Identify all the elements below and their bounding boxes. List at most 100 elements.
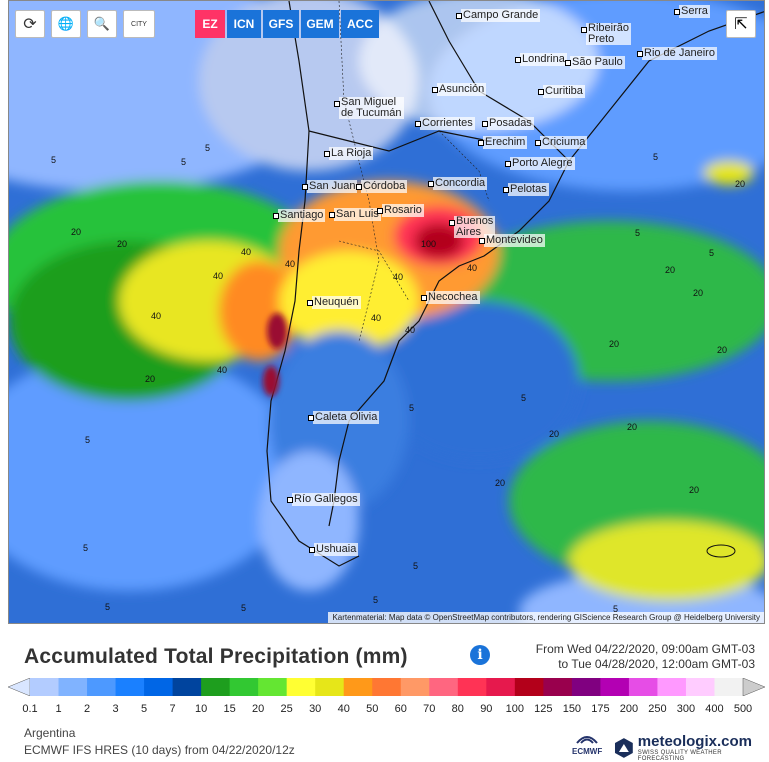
contour-label: 20 [735, 179, 746, 189]
city-label: Rosario [377, 204, 424, 217]
scale-tick-label: 125 [534, 703, 553, 715]
scale-swatch [685, 678, 715, 696]
scale-swatch [628, 678, 658, 696]
scale-swatch [514, 678, 544, 696]
model-gfs-button[interactable]: GFS [263, 10, 299, 38]
model-gfs-label: GFS [268, 17, 294, 31]
scale-arrow-low [8, 678, 31, 696]
city-label: Montevideo [479, 234, 545, 247]
share-button[interactable]: ⇱ [726, 10, 756, 38]
scale-swatch [87, 678, 117, 696]
city-label: Concordia [427, 177, 488, 190]
contour-label: 40 [371, 313, 382, 323]
refresh-button[interactable]: ⟳ [15, 10, 45, 38]
scale-tick-label: 500 [733, 703, 753, 715]
scale-tick-label: 2 [83, 703, 91, 715]
scale-swatch [258, 678, 288, 696]
scale-tick-label: 300 [676, 703, 696, 715]
scale-tick-label: 3 [112, 703, 119, 715]
model-ez-button[interactable]: EZ [195, 10, 225, 38]
city-label: Caleta Olivia [307, 411, 380, 424]
city-label: La Rioja [323, 147, 374, 160]
scale-swatch [657, 678, 687, 696]
model-icn-button[interactable]: ICN [227, 10, 261, 38]
city-label: Pelotas [503, 183, 549, 196]
period-to: to Tue 04/28/2020, 12:00am GMT-03 [558, 657, 755, 671]
city-label: Buenos Aires [448, 215, 496, 238]
city-label: Serra [674, 5, 710, 18]
scale-swatch [58, 678, 88, 696]
contour-label: 5 [205, 143, 211, 153]
city-toggle-label: CITY [131, 20, 147, 28]
city-label: San Juan [301, 180, 358, 193]
scale-tick-label: 70 [423, 703, 436, 715]
contour-label: 40 [151, 311, 162, 321]
contour-label: 5 [105, 602, 111, 612]
scale-swatch [115, 678, 145, 696]
model-icn-label: ICN [233, 17, 255, 31]
contour-label: 20 [665, 265, 676, 275]
scale-tick-label: 30 [309, 703, 322, 715]
scale-tick-label: 80 [451, 703, 464, 715]
contour-label: 20 [71, 227, 82, 237]
globe-button[interactable]: 🌐 [51, 10, 81, 38]
model-acc-button[interactable]: ACC [341, 10, 379, 38]
contour-label: 5 [51, 155, 57, 165]
scale-tick-label: 200 [619, 703, 639, 715]
city-label: San Miguel de Tucumán [334, 96, 404, 119]
model-gem-button[interactable]: GEM [301, 10, 339, 38]
city-label: Erechim [477, 136, 528, 149]
scale-arrow-high [742, 678, 765, 696]
scale-swatch [400, 678, 430, 696]
meteologix-logo[interactable]: meteologix.com SWISS QUALITY WEATHER FOR… [614, 733, 769, 762]
scale-swatch [229, 678, 259, 696]
zoom-out-button[interactable]: 🔍 [87, 10, 117, 38]
contour-label: 40 [241, 247, 252, 257]
contour-label: 40 [285, 259, 296, 269]
scale-tick-label: 10 [194, 703, 208, 715]
model-ez-label: EZ [202, 17, 218, 31]
contour-label: 20 [549, 429, 560, 439]
model-info: ECMWF IFS HRES (10 days) from 04/22/2020… [24, 743, 295, 757]
city-label: Santiago [272, 209, 326, 222]
contour-label: 5 [181, 157, 187, 167]
contour-label: 5 [613, 604, 619, 614]
region-label: Argentina [24, 726, 76, 740]
precipitation-map[interactable]: ⟳ 🌐 🔍 CITY EZ ICN GFS GEM ACC ⇱ Campo Gr… [8, 0, 765, 624]
ecmwf-icon [576, 736, 598, 744]
contour-label: 40 [213, 271, 224, 281]
share-icon: ⇱ [734, 16, 748, 33]
info-icon[interactable]: i [470, 645, 490, 665]
scale-swatch [286, 678, 316, 696]
city-toggle-button[interactable]: CITY [123, 10, 155, 38]
city-label: Río Gallegos [287, 493, 360, 506]
brand-tagline: SWISS QUALITY WEATHER FORECASTING [637, 750, 722, 762]
scale-tick-label: 150 [562, 703, 582, 715]
scale-swatch [714, 678, 744, 696]
contour-label: 40 [467, 263, 478, 273]
scale-swatch [457, 678, 487, 696]
contour-label: 20 [145, 374, 156, 384]
city-label: Campo Grande [455, 9, 541, 22]
scale-swatch [571, 678, 601, 696]
scale-tick-label: 400 [705, 703, 724, 715]
scale-tick-label: 175 [591, 703, 610, 715]
contour-label: 40 [393, 272, 404, 282]
contour-label: 20 [495, 478, 506, 488]
meteologix-icon [614, 737, 633, 758]
city-label: Corrientes [415, 117, 475, 130]
scale-swatch [30, 678, 60, 696]
scale-swatch [543, 678, 573, 696]
contour-label: 5 [373, 595, 379, 605]
globe-icon: 🌐 [57, 16, 75, 31]
scale-tick-label: 60 [394, 703, 407, 715]
scale-tick-label: 100 [505, 703, 525, 715]
contour-label: 5 [653, 152, 659, 162]
contour-label: 5 [83, 543, 89, 553]
scale-swatch [172, 678, 202, 696]
contour-label: 5 [521, 393, 527, 403]
city-label: San Luis [329, 208, 381, 221]
contour-label: 40 [405, 325, 416, 335]
scale-tick-label: 40 [337, 703, 350, 715]
ecmwf-logo: ECMWF [572, 735, 602, 756]
